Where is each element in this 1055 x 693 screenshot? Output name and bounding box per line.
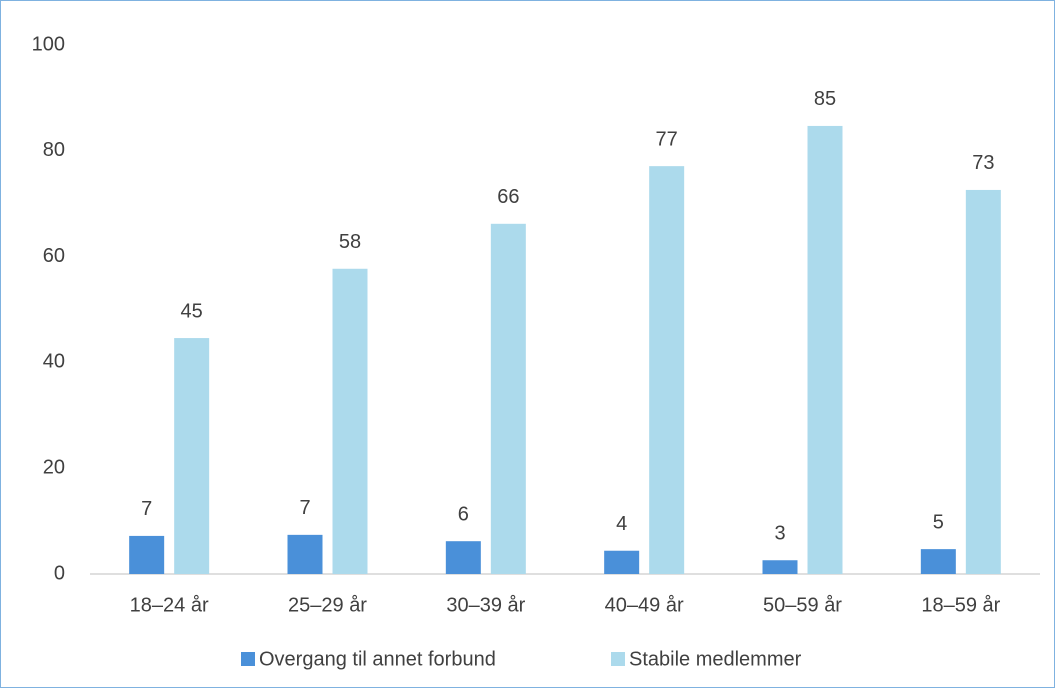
x-tick-label: 50–59 år xyxy=(763,594,842,616)
bar xyxy=(332,268,368,574)
data-label: 45 xyxy=(181,300,203,322)
bar xyxy=(129,535,165,574)
data-label: 6 xyxy=(458,503,469,525)
x-tick-label: 30–39 år xyxy=(446,594,525,616)
data-label: 73 xyxy=(972,152,994,174)
bar xyxy=(490,223,526,574)
bar xyxy=(445,541,481,574)
legend-swatch xyxy=(241,652,255,666)
data-label: 77 xyxy=(656,128,678,150)
bar xyxy=(920,549,956,574)
y-tick-label: 40 xyxy=(43,351,65,373)
bar xyxy=(807,125,843,574)
x-tick-label: 18–24 år xyxy=(130,594,209,616)
data-label: 5 xyxy=(933,511,944,533)
data-label: 66 xyxy=(497,186,519,208)
x-tick-label: 18–59 år xyxy=(921,594,1000,616)
y-tick-label: 80 xyxy=(43,139,65,161)
bar xyxy=(649,166,685,575)
legend-label: Overgang til annet forbund xyxy=(259,648,496,670)
data-label: 7 xyxy=(141,498,152,520)
bar xyxy=(762,560,798,574)
data-label: 3 xyxy=(774,523,785,545)
data-label: 4 xyxy=(616,513,627,535)
legend-swatch xyxy=(611,652,625,666)
bar xyxy=(965,189,1001,575)
bar xyxy=(174,338,210,574)
data-label: 7 xyxy=(299,497,310,519)
bar xyxy=(604,550,640,574)
data-label: 85 xyxy=(814,88,836,110)
y-tick-label: 100 xyxy=(32,33,65,55)
y-tick-label: 0 xyxy=(54,562,65,584)
data-label: 58 xyxy=(339,231,361,253)
x-tick-label: 25–29 år xyxy=(288,594,367,616)
y-tick-label: 60 xyxy=(43,245,65,267)
bar xyxy=(287,534,323,574)
x-tick-label: 40–49 år xyxy=(605,594,684,616)
legend-label: Stabile medlemmer xyxy=(629,648,802,670)
y-tick-label: 20 xyxy=(43,456,65,478)
